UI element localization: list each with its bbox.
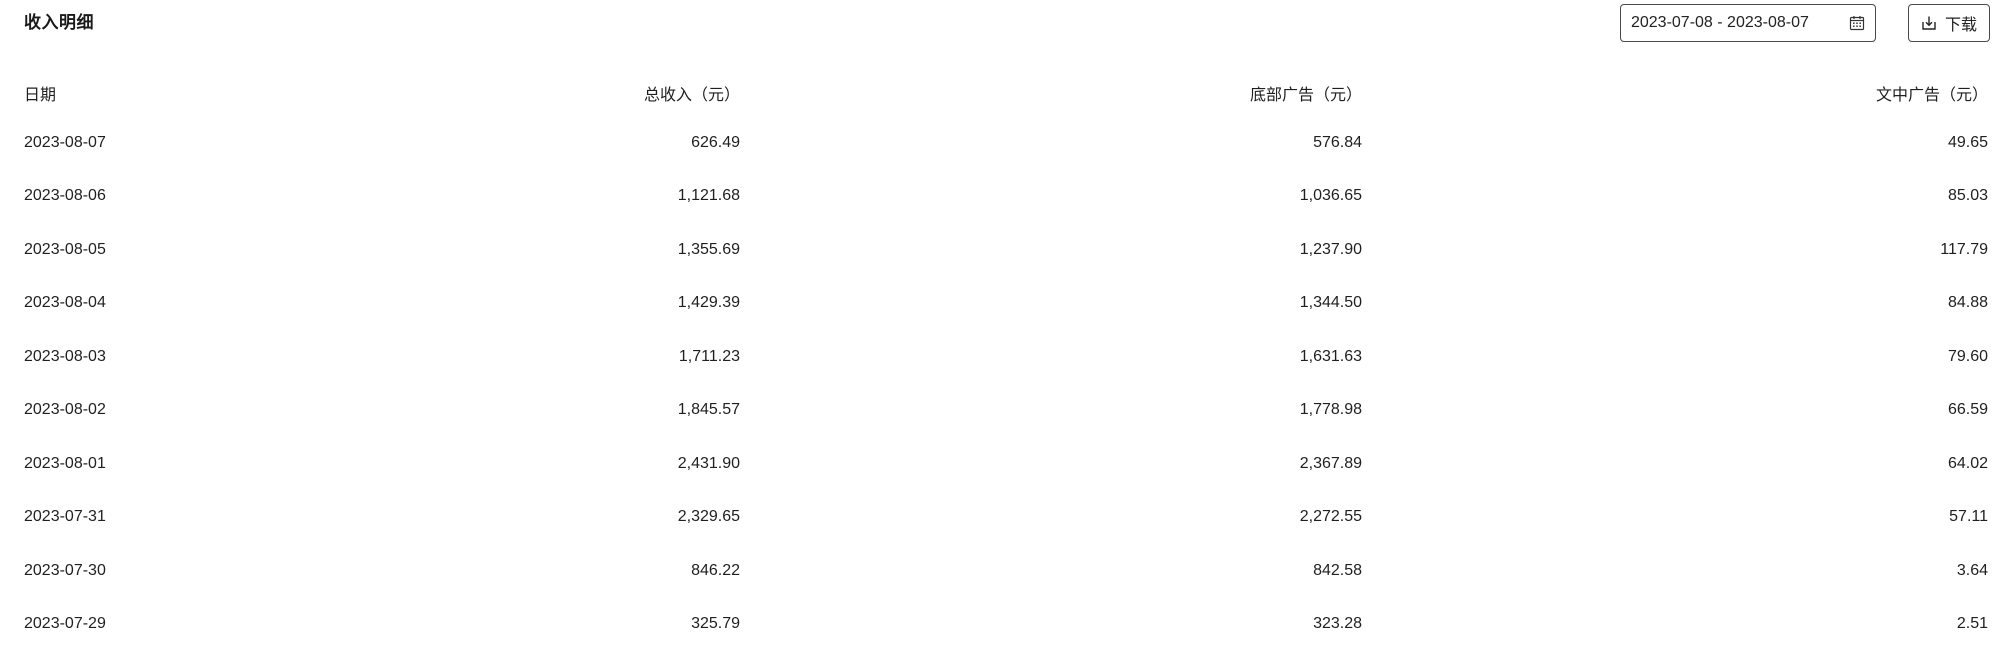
cell-bottom-ad: 1,778.98: [1299, 401, 1362, 419]
cell-total-income: 2,431.90: [677, 454, 740, 472]
cell-inline-ad: 64.02: [1947, 454, 1988, 472]
table-row: 2023-08-03 1,711.23 1,631.63 79.60: [0, 330, 2006, 384]
cell-inline-ad: 2.51: [1956, 615, 1988, 633]
cell-inline-ad: 84.88: [1947, 294, 1988, 312]
table-row: 2023-08-01 2,431.90 2,367.89 64.02: [0, 437, 2006, 491]
cell-total-income: 626.49: [691, 133, 740, 151]
date-range-text: 2023-07-08 - 2023-08-07: [1630, 14, 1809, 31]
table-row: 2023-08-02 1,845.57 1,778.98 66.59: [0, 384, 2006, 438]
cell-inline-ad: 66.59: [1947, 401, 1988, 419]
cell-inline-ad: 117.79: [1940, 240, 1988, 258]
column-header-date: 日期: [24, 87, 57, 104]
column-header-inline-ad: 文中广告（元）: [1875, 87, 1988, 104]
table-header-row: 日期 总收入（元） 底部广告（元） 文中广告（元）: [0, 70, 2006, 116]
cell-date: 2023-08-03: [24, 347, 106, 365]
table-row: 2023-08-06 1,121.68 1,036.65 85.03: [0, 170, 2006, 224]
cell-date: 2023-08-07: [24, 133, 106, 151]
download-label: 下载: [1944, 17, 1977, 34]
cell-date: 2023-07-30: [24, 561, 106, 579]
table-row: 2023-07-29 325.79 323.28 2.51: [0, 598, 2006, 652]
cell-date: 2023-08-01: [24, 454, 106, 472]
calendar-icon[interactable]: [1849, 15, 1865, 31]
column-header-total-income: 总收入（元）: [643, 87, 740, 104]
cell-total-income: 1,355.69: [677, 240, 740, 258]
toolbar: 2023-07-08 - 2023-08-07: [1619, 4, 1990, 42]
table-row: 2023-07-31 2,329.65 2,272.55 57.11: [0, 491, 2006, 545]
cell-total-income: 846.22: [691, 561, 740, 579]
table-row: 2023-07-30 846.22 842.58 3.64: [0, 544, 2006, 598]
cell-total-income: 1,711.23: [678, 347, 740, 365]
cell-bottom-ad: 576.84: [1313, 133, 1362, 151]
cell-date: 2023-08-05: [24, 240, 106, 258]
cell-total-income: 1,121.68: [677, 187, 740, 205]
cell-date: 2023-08-06: [24, 187, 106, 205]
cell-date: 2023-08-02: [24, 401, 106, 419]
income-table-container: 日期 总收入（元） 底部广告（元） 文中广告（元） 2023-08-07 626…: [0, 70, 2006, 651]
cell-inline-ad: 49.65: [1947, 133, 1988, 151]
cell-bottom-ad: 2,367.89: [1299, 454, 1362, 472]
date-range-picker[interactable]: 2023-07-08 - 2023-08-07: [1619, 4, 1876, 42]
cell-bottom-ad: 1,036.65: [1299, 187, 1362, 205]
table-row: 2023-08-07 626.49 576.84 49.65: [0, 116, 2006, 170]
column-header-bottom-ad: 底部广告（元）: [1249, 87, 1362, 104]
income-table: 日期 总收入（元） 底部广告（元） 文中广告（元） 2023-08-07 626…: [0, 70, 2006, 651]
cell-bottom-ad: 1,237.90: [1299, 240, 1362, 258]
cell-bottom-ad: 842.58: [1313, 561, 1362, 579]
cell-total-income: 1,845.57: [677, 401, 740, 419]
cell-total-income: 325.79: [691, 615, 740, 633]
cell-bottom-ad: 1,631.63: [1299, 347, 1362, 365]
cell-total-income: 2,329.65: [677, 508, 740, 526]
download-icon: [1921, 15, 1937, 31]
cell-date: 2023-08-04: [24, 294, 106, 312]
cell-inline-ad: 3.64: [1956, 561, 1988, 579]
cell-inline-ad: 57.11: [1949, 508, 1988, 526]
cell-bottom-ad: 2,272.55: [1299, 508, 1362, 526]
cell-date: 2023-07-31: [24, 508, 106, 526]
cell-date: 2023-07-29: [24, 615, 106, 633]
cell-total-income: 1,429.39: [677, 294, 740, 312]
table-row: 2023-08-05 1,355.69 1,237.90 117.79: [0, 223, 2006, 277]
table-row: 2023-08-04 1,429.39 1,344.50 84.88: [0, 277, 2006, 331]
cell-bottom-ad: 323.28: [1313, 615, 1362, 633]
download-button[interactable]: 下载: [1907, 4, 1990, 42]
page-title: 收入明细: [24, 13, 94, 32]
cell-bottom-ad: 1,344.50: [1299, 294, 1362, 312]
cell-inline-ad: 85.03: [1947, 187, 1988, 205]
cell-inline-ad: 79.60: [1947, 347, 1988, 365]
